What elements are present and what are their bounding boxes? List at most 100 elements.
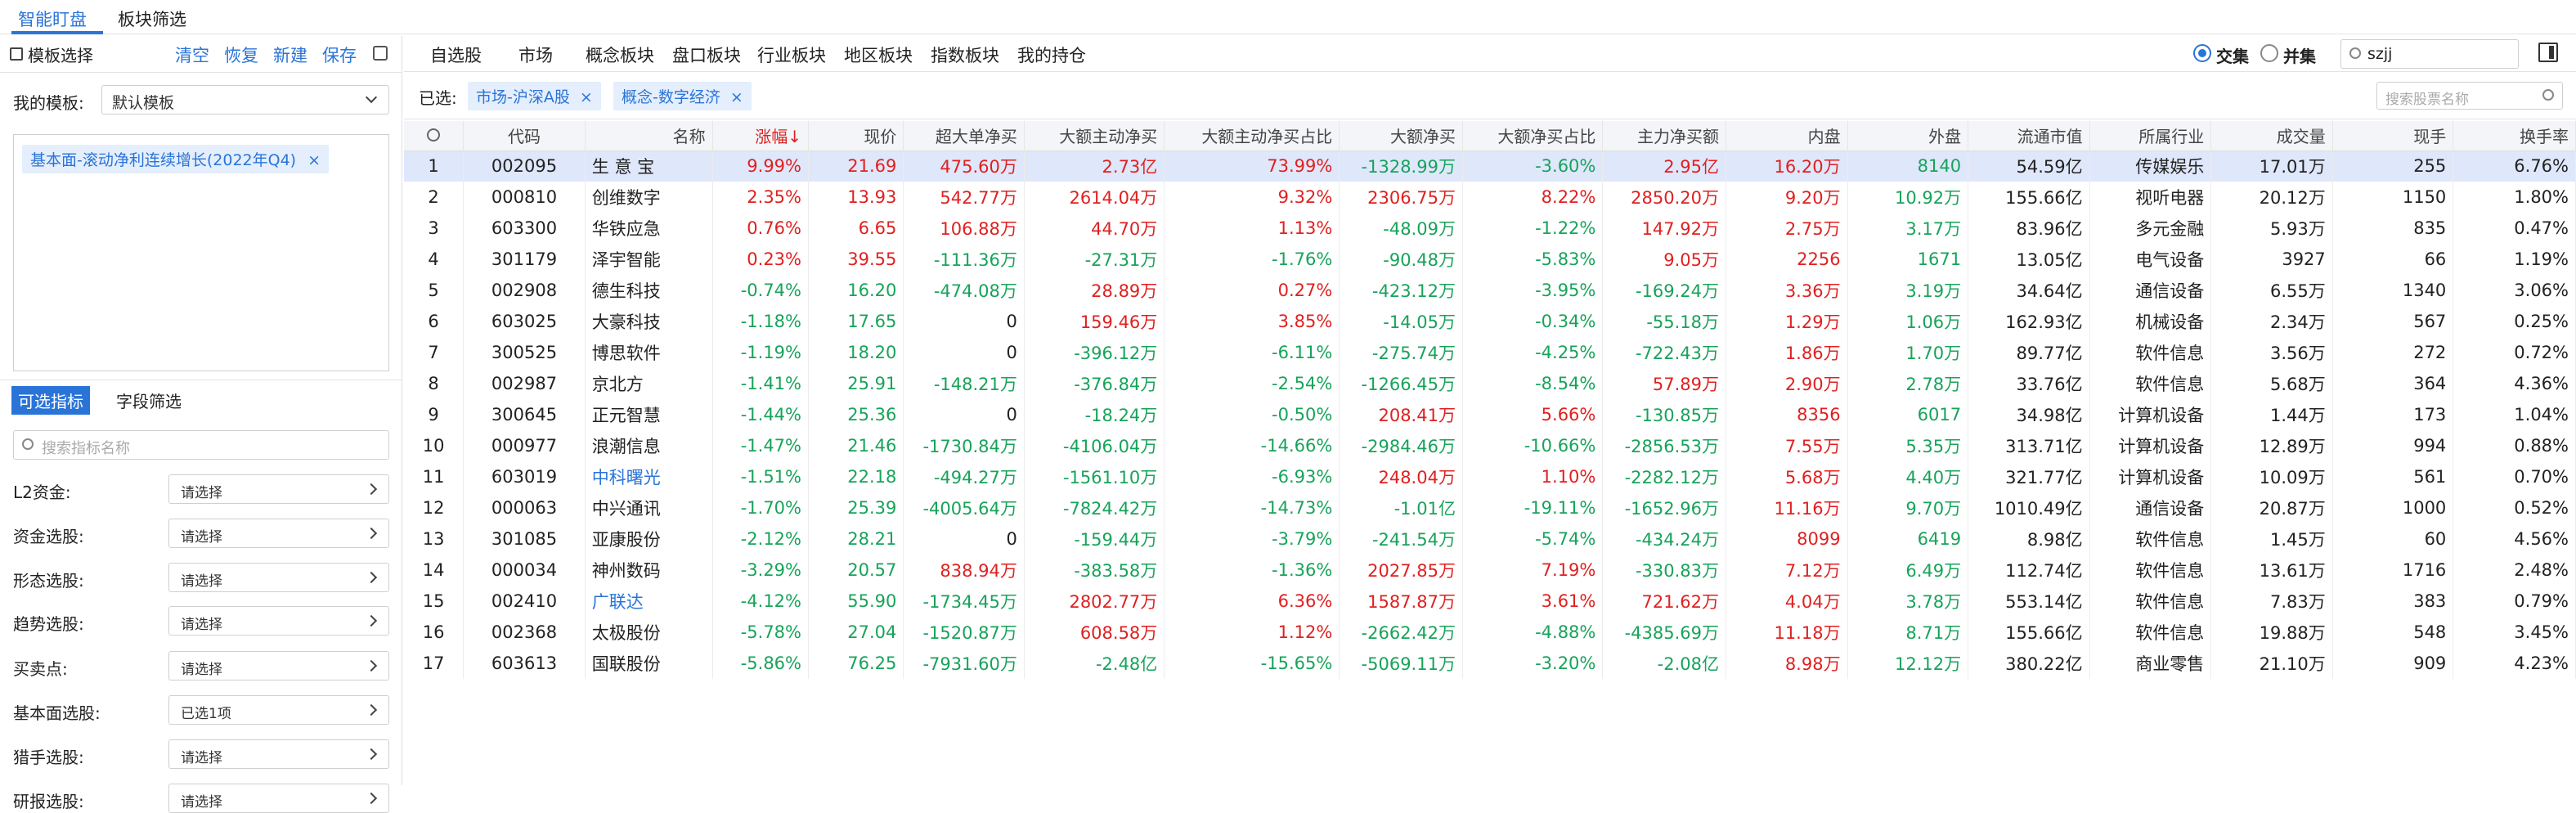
tab-sector-screen[interactable]: 板块筛选 (118, 10, 186, 29)
stock-name[interactable]: 德生科技 (585, 275, 713, 306)
column-header[interactable]: 成交量 (2210, 121, 2333, 151)
table-row[interactable]: 4 301179 泽宇智能 0.23% 39.55 -111.36万 -27.31万 -1.7… (404, 244, 2576, 275)
table-row[interactable]: 5 002908 德生科技 -0.74% 16.20 -474.08万 28.89万 0.27… (404, 275, 2576, 306)
nav-watchlist[interactable]: 自选股 (430, 46, 482, 65)
filter-select-hunter[interactable]: 请选择 (168, 739, 389, 769)
condition-chip[interactable]: 基本面-滚动净利连续增长(2022年Q4) × (22, 145, 330, 173)
subtab-indicators[interactable]: 可选指标 (11, 386, 90, 415)
table-cell: 20.12万 (2210, 182, 2333, 213)
table-cell: 9.99% (712, 150, 810, 182)
nav-index[interactable]: 指数板块 (931, 46, 999, 65)
close-icon[interactable]: × (307, 151, 321, 169)
stock-name[interactable]: 国联股份 (585, 648, 713, 679)
column-header[interactable]: 超大单净买 (903, 121, 1025, 151)
union-radio[interactable] (2260, 44, 2278, 62)
table-cell: -0.74% (712, 275, 810, 306)
close-icon[interactable]: × (729, 88, 743, 106)
save-button[interactable]: 保存 (322, 46, 357, 65)
table-row[interactable]: 1 002095 生 意 宝 9.99% 21.69 475.60万 2.73亿 73.99%… (404, 150, 2576, 182)
table-row[interactable]: 3 603300 华铁应急 0.76% 6.65 106.88万 44.70万 1.13% -4… (404, 213, 2576, 244)
indicator-search-input[interactable]: 搜索指标名称 (13, 430, 389, 460)
stock-name[interactable]: 京北方 (585, 368, 713, 399)
table-row[interactable]: 11 603019 中科曙光 -1.51% 22.18 -494.27万 -1561.10万… (404, 461, 2576, 492)
filter-select-l2[interactable]: 请选择 (168, 474, 389, 504)
table-row[interactable]: 14 000034 神州数码 -3.29% 20.57 838.94万 -383.58万 -1… (404, 555, 2576, 586)
table-row[interactable]: 6 603025 大豪科技 -1.18% 17.65 0 159.46万 3.85% -14.0… (404, 306, 2576, 337)
column-header[interactable]: 流通市值 (1968, 121, 2090, 151)
stock-name[interactable]: 华铁应急 (585, 213, 713, 244)
table-cell: 通信设备 (2089, 492, 2212, 523)
nav-industry[interactable]: 行业板块 (757, 46, 826, 65)
nav-market[interactable]: 市场 (518, 46, 553, 65)
settings-icon[interactable] (404, 121, 464, 151)
table-row[interactable]: 7 300525 博思软件 -1.19% 18.20 0 -396.12万 -6.11% -27… (404, 337, 2576, 368)
stock-name[interactable]: 太极股份 (585, 617, 713, 648)
stock-name[interactable]: 浪潮信息 (585, 430, 713, 461)
clear-button[interactable]: 清空 (175, 46, 209, 65)
close-icon[interactable]: × (579, 88, 593, 106)
column-header[interactable]: 代码 (463, 121, 586, 151)
column-header[interactable]: 涨幅↓ (712, 121, 810, 151)
column-header[interactable]: 现手 (2332, 121, 2454, 151)
table-cell: 0.88% (2453, 430, 2576, 461)
subtab-field-filter[interactable]: 字段筛选 (116, 392, 182, 411)
stock-name[interactable]: 博思软件 (585, 337, 713, 368)
table-row[interactable]: 8 002987 京北方 -1.41% 25.91 -148.21万 -376.84万 -2.… (404, 368, 2576, 399)
table-cell: 39.55 (808, 244, 904, 275)
table-row[interactable]: 12 000063 中兴通讯 -1.70% 25.39 -4005.64万 -7824.42… (404, 492, 2576, 523)
nav-region[interactable]: 地区板块 (844, 46, 913, 65)
table-cell: 54.59亿 (1968, 150, 2090, 182)
stock-name[interactable]: 神州数码 (585, 555, 713, 586)
table-row[interactable]: 15 002410 广联达 -4.12% 55.90 -1734.45万 2802.77万 6… (404, 586, 2576, 617)
table-row[interactable]: 17 603613 国联股份 -5.86% 76.25 -7931.60万 -2.48亿 -1… (404, 648, 2576, 679)
filter-select-research[interactable]: 请选择 (168, 784, 389, 813)
restore-button[interactable]: 恢复 (224, 46, 258, 65)
column-header[interactable]: 现价 (808, 121, 904, 151)
layout-toggle-icon[interactable] (2538, 43, 2558, 62)
stock-search-input[interactable]: 搜索股票名称 (2376, 82, 2563, 110)
filter-select-trade-point[interactable]: 请选择 (168, 651, 389, 680)
filter-select-trend[interactable]: 请选择 (168, 606, 389, 636)
stock-name[interactable]: 正元智慧 (585, 399, 713, 430)
filter-chip-concept[interactable]: 概念-数字经济 × (613, 82, 752, 110)
stock-name[interactable]: 中兴通讯 (585, 492, 713, 523)
table-cell: 11.16万 (1726, 492, 1848, 523)
stock-name[interactable]: 亚康股份 (585, 523, 713, 555)
filter-select-fundamental[interactable]: 已选1项 (168, 695, 389, 725)
table-row[interactable]: 10 000977 浪潮信息 -1.47% 21.46 -1730.84万 -4106.04… (404, 430, 2576, 461)
column-header[interactable]: 外盘 (1847, 121, 1969, 151)
stock-name[interactable]: 生 意 宝 (585, 150, 713, 182)
stock-name[interactable]: 中科曙光 (585, 461, 713, 492)
table-row[interactable]: 16 002368 太极股份 -5.78% 27.04 -1520.87万 608.58万 1… (404, 617, 2576, 648)
filter-chip-market[interactable]: 市场-沪深A股 × (468, 82, 601, 110)
export-icon[interactable] (373, 46, 388, 61)
column-header[interactable]: 主力净买额 (1602, 121, 1727, 151)
nav-concept[interactable]: 概念板块 (586, 46, 654, 65)
column-header[interactable]: 大额主动净买占比 (1164, 121, 1340, 151)
column-header[interactable]: 所属行业 (2089, 121, 2212, 151)
nav-holdings[interactable]: 我的持仓 (1017, 46, 1086, 65)
filter-select-pattern[interactable]: 请选择 (168, 563, 389, 592)
concept-search-input[interactable]: szjj (2340, 39, 2519, 69)
column-header[interactable]: 换手率 (2453, 121, 2576, 151)
tab-smart-watch[interactable]: 智能盯盘 (18, 10, 87, 29)
stock-name[interactable]: 创维数字 (585, 182, 713, 213)
table-row[interactable]: 13 301085 亚康股份 -2.12% 28.21 0 -159.44万 -3.79% -2… (404, 523, 2576, 555)
intersection-radio[interactable] (2193, 44, 2211, 62)
column-header[interactable]: 大额主动净买 (1024, 121, 1165, 151)
my-template-select[interactable]: 默认模板 (101, 85, 389, 115)
filter-select-fund[interactable]: 请选择 (168, 519, 389, 548)
stock-name[interactable]: 广联达 (585, 586, 713, 617)
new-button[interactable]: 新建 (273, 46, 307, 65)
stock-name[interactable]: 大豪科技 (585, 306, 713, 337)
nav-handicap[interactable]: 盘口板块 (672, 46, 741, 65)
stock-name[interactable]: 泽宇智能 (585, 244, 713, 275)
stock-code: 002410 (463, 586, 586, 617)
column-header[interactable]: 名称 (585, 121, 713, 151)
table-cell: -3.20% (1462, 648, 1604, 679)
table-row[interactable]: 2 000810 创维数字 2.35% 13.93 542.77万 2614.04万 9.32… (404, 182, 2576, 213)
table-row[interactable]: 9 300645 正元智慧 -1.44% 25.36 0 -18.24万 -0.50% 208.… (404, 399, 2576, 430)
column-header[interactable]: 大额净买 (1339, 121, 1463, 151)
column-header[interactable]: 内盘 (1726, 121, 1848, 151)
column-header[interactable]: 大额净买占比 (1462, 121, 1604, 151)
